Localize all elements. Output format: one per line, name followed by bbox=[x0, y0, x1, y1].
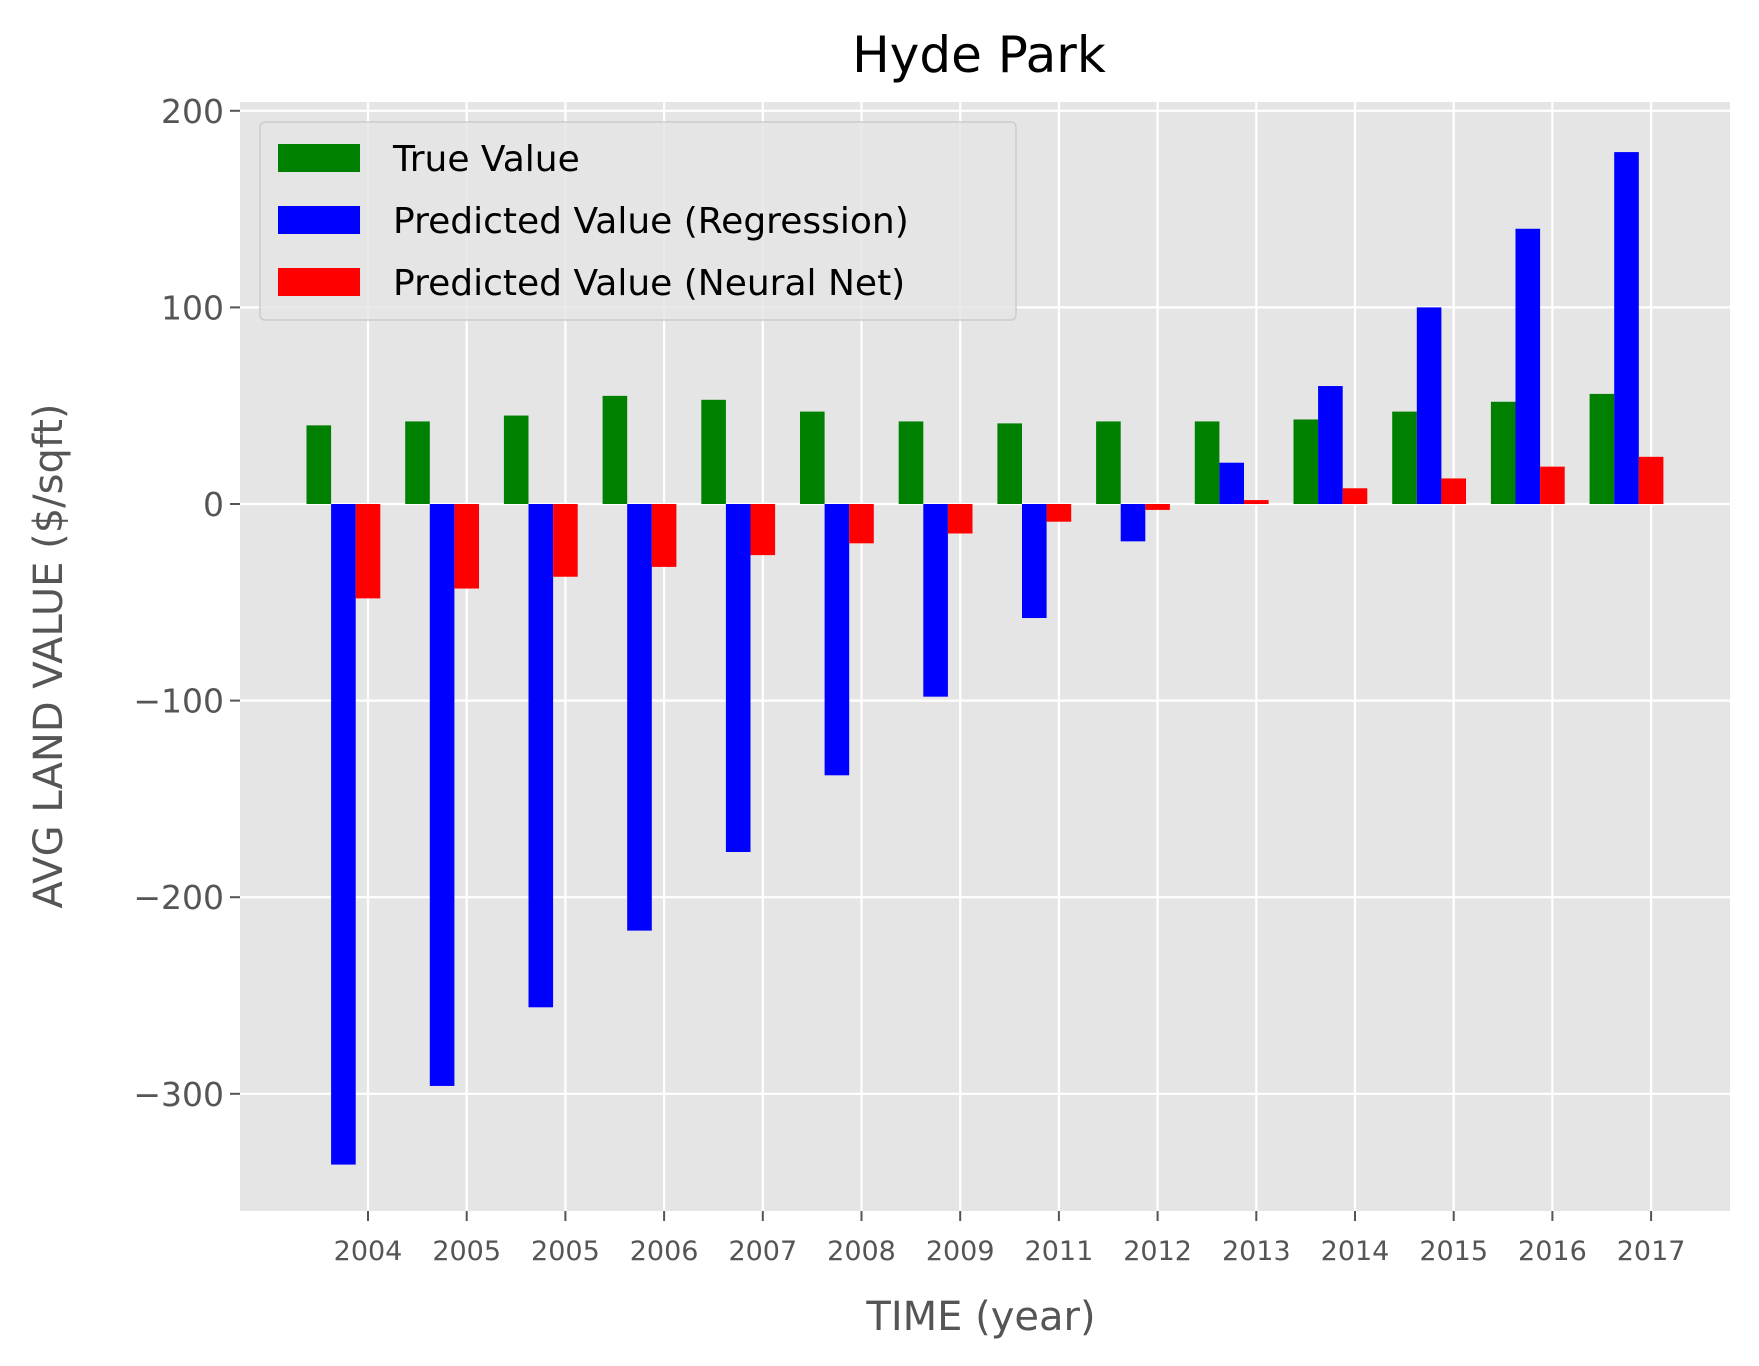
bar-series-2 bbox=[1120, 504, 1146, 542]
bar-series-1 bbox=[405, 421, 430, 504]
bars bbox=[306, 152, 1664, 1165]
y-tick-label: 100 bbox=[161, 288, 224, 327]
bar-series-2 bbox=[1219, 462, 1244, 504]
bar-series-3 bbox=[1342, 488, 1368, 504]
x-tick-label: 2006 bbox=[630, 1236, 699, 1267]
bar-series-3 bbox=[1145, 504, 1170, 510]
x-tick-label: 2008 bbox=[827, 1236, 896, 1267]
y-tick-label: −200 bbox=[133, 878, 224, 917]
bar-series-1 bbox=[1096, 421, 1121, 504]
legend-swatch bbox=[278, 144, 360, 172]
bar-series-3 bbox=[454, 504, 479, 589]
bar-series-3 bbox=[651, 504, 677, 567]
bar-series-1 bbox=[1194, 421, 1220, 504]
bar-series-2 bbox=[1515, 228, 1541, 504]
x-tick-label: 2005 bbox=[432, 1236, 501, 1267]
bar-series-1 bbox=[602, 395, 628, 504]
legend-label: Predicted Value (Neural Net) bbox=[393, 263, 905, 304]
x-tick-label: 2009 bbox=[926, 1236, 995, 1267]
x-tick-label: 2015 bbox=[1419, 1236, 1488, 1267]
x-tick-label: 2013 bbox=[1222, 1236, 1291, 1267]
legend: True Value Predicted Value (Regression) Pr… bbox=[259, 121, 1017, 321]
x-axis-label: TIME (year) bbox=[865, 1294, 1095, 1340]
x-tick-label: 2014 bbox=[1321, 1236, 1390, 1267]
legend-label: Predicted Value (Regression) bbox=[393, 201, 909, 242]
bar-series-1 bbox=[503, 415, 529, 504]
bar-series-1 bbox=[1392, 411, 1417, 504]
x-axis-ticks: 2004 2005 2005 2006 2007 2008 2009 2011 2012 2013… bbox=[334, 1211, 1686, 1267]
bar-series-2 bbox=[1318, 386, 1343, 504]
grid bbox=[240, 102, 1730, 1211]
legend-label: True Value bbox=[392, 139, 580, 180]
bar-series-1 bbox=[997, 423, 1022, 504]
bar-series-3 bbox=[1441, 478, 1466, 504]
bar-series-2 bbox=[528, 504, 554, 1008]
legend-box bbox=[259, 121, 1017, 321]
bar-series-3 bbox=[1244, 500, 1269, 504]
bar-series-1 bbox=[1293, 419, 1319, 504]
bar-series-3 bbox=[750, 504, 776, 556]
bar-series-1 bbox=[701, 399, 726, 504]
bar-series-3 bbox=[849, 504, 874, 544]
x-tick-label: 2012 bbox=[1123, 1236, 1192, 1267]
bar-series-2 bbox=[627, 504, 652, 931]
bar-series-2 bbox=[331, 504, 356, 1165]
y-axis-label: AVG LAND VALUE ($/sqft) bbox=[26, 403, 72, 908]
bar-series-2 bbox=[923, 504, 948, 697]
x-tick-label: 2011 bbox=[1025, 1236, 1094, 1267]
bar-series-3 bbox=[1046, 504, 1072, 522]
x-tick-label: 2004 bbox=[334, 1236, 403, 1267]
bar-series-2 bbox=[824, 504, 850, 776]
bar-series-3 bbox=[1540, 466, 1565, 504]
bar-series-1 bbox=[898, 421, 924, 504]
bar-series-1 bbox=[1589, 393, 1615, 504]
y-tick-label: −300 bbox=[133, 1075, 224, 1114]
bar-series-2 bbox=[1416, 307, 1442, 504]
bar-series-1 bbox=[306, 425, 332, 504]
x-tick-label: 2016 bbox=[1518, 1236, 1587, 1267]
bar-series-3 bbox=[947, 504, 973, 534]
legend-swatch bbox=[278, 206, 360, 234]
bar-series-3 bbox=[553, 504, 578, 577]
bar-series-3 bbox=[355, 504, 381, 599]
bar-series-3 bbox=[1638, 456, 1664, 504]
y-tick-label: 200 bbox=[161, 92, 224, 131]
y-tick-label: 0 bbox=[203, 485, 224, 524]
bar-series-2 bbox=[429, 504, 455, 1086]
x-tick-label: 2005 bbox=[531, 1236, 600, 1267]
chart-title: Hyde Park bbox=[852, 26, 1106, 84]
bar-series-1 bbox=[800, 411, 825, 504]
y-tick-label: −100 bbox=[133, 682, 224, 721]
y-axis-ticks: 200 100 0 −100 −200 −300 bbox=[133, 92, 240, 1114]
bar-series-2 bbox=[725, 504, 751, 852]
x-tick-label: 2017 bbox=[1617, 1236, 1686, 1267]
x-tick-label: 2007 bbox=[728, 1236, 797, 1267]
bar-series-2 bbox=[1022, 504, 1047, 619]
legend-swatch bbox=[278, 268, 360, 296]
bar-series-2 bbox=[1614, 152, 1639, 504]
bar-series-1 bbox=[1490, 401, 1516, 504]
